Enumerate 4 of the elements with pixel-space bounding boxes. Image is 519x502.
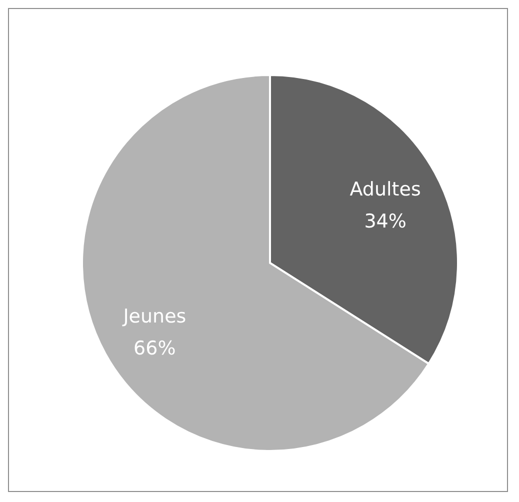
- data-label: 34%: [364, 210, 406, 233]
- slice-label: Adultes: [350, 178, 421, 201]
- data-label: 66%: [134, 337, 176, 360]
- slice-label: Jeunes: [122, 305, 186, 328]
